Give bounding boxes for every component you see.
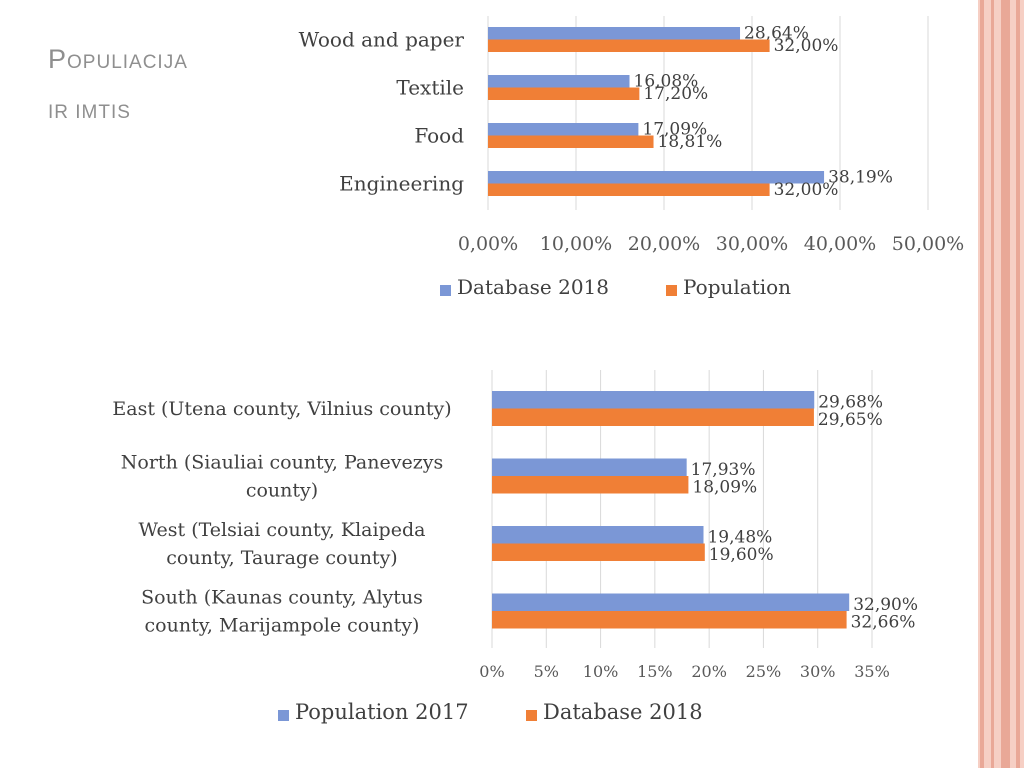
region-x-tick-label: 25% — [746, 662, 782, 681]
region-bar-series2 — [492, 408, 814, 426]
industry-bar-series1 — [488, 171, 825, 184]
industry-data-label: 38,19% — [828, 168, 893, 188]
region-legend-label: Population 2017 — [295, 700, 469, 724]
region-category-label: East (Utena county, Vilnius county) — [112, 398, 451, 420]
industry-data-label: 28,64% — [744, 24, 809, 44]
region-data-label: 32,90% — [853, 595, 918, 615]
region-category-label: West (Telsiai county, Klaipeda — [139, 519, 426, 541]
industry-x-tick-label: 30,00% — [716, 233, 788, 255]
industry-bar-series2 — [488, 39, 770, 52]
region-legend-swatch — [278, 710, 289, 721]
region-data-label: 29,68% — [818, 393, 883, 413]
industry-bar-series1 — [488, 27, 741, 40]
industry-legend-label: Population — [683, 275, 791, 299]
region-category-label: South (Kaunas county, Alytus — [141, 587, 423, 609]
region-category-label: county) — [246, 480, 318, 502]
industry-legend-swatch — [666, 285, 677, 296]
region-category-label: county, Taurage county) — [166, 547, 397, 569]
region-data-label: 17,93% — [691, 460, 756, 480]
region-bar-series1 — [492, 526, 704, 544]
region-category-label: North (Siauliai county, Panevezys — [121, 452, 443, 474]
region-legend-label: Database 2018 — [543, 700, 703, 724]
industry-bar-series1 — [488, 123, 639, 136]
industry-legend-label: Database 2018 — [457, 275, 609, 299]
industry-bar-series1 — [488, 75, 630, 88]
industry-category-label: Textile — [396, 76, 464, 100]
industry-data-label: 17,09% — [642, 120, 707, 140]
industry-legend-swatch — [440, 285, 451, 296]
industry-x-tick-label: 40,00% — [804, 233, 876, 255]
industry-x-tick-label: 0,00% — [458, 233, 518, 255]
region-x-tick-label: 20% — [691, 662, 727, 681]
industry-bar-series2 — [488, 87, 640, 100]
industry-data-label: 18,81% — [658, 132, 723, 152]
industry-data-label: 17,20% — [643, 84, 708, 104]
industry-bar-series2 — [488, 135, 654, 148]
region-category-label: county, Marijampole county) — [145, 615, 420, 637]
region-x-tick-label: 35% — [854, 662, 890, 681]
region-x-tick-label: 10% — [583, 662, 619, 681]
industry-category-label: Wood and paper — [299, 28, 465, 52]
region-x-tick-label: 30% — [800, 662, 836, 681]
industry-x-tick-label: 50,00% — [892, 233, 964, 255]
region-data-label: 29,65% — [818, 410, 883, 430]
region-x-tick-label: 5% — [534, 662, 559, 681]
region-data-label: 19,60% — [709, 545, 774, 565]
slide-title-line1: OPULIACIJA — [67, 52, 188, 73]
region-bar-series1 — [492, 391, 815, 409]
region-data-label: 32,66% — [851, 613, 916, 633]
region-legend-swatch — [526, 710, 537, 721]
region-bar-series2 — [492, 543, 705, 561]
industry-x-tick-label: 20,00% — [628, 233, 700, 255]
industry-category-label: Engineering — [339, 172, 464, 196]
industry-data-label: 32,00% — [774, 180, 839, 200]
industry-bar-series2 — [488, 183, 770, 196]
region-data-label: 19,48% — [707, 528, 772, 548]
slide-title-line2: IR IMTIS — [48, 102, 131, 123]
region-bar-series2 — [492, 611, 847, 629]
region-bar-series2 — [492, 476, 689, 494]
industry-x-tick-label: 10,00% — [540, 233, 612, 255]
industry-data-label: 32,00% — [774, 36, 839, 56]
region-data-label: 18,09% — [692, 478, 757, 498]
slide-title: POPULIACIJA IR IMTIS — [48, 34, 188, 138]
industry-category-label: Food — [414, 124, 464, 148]
industry-data-label: 16,08% — [634, 72, 699, 92]
region-bar-series1 — [492, 593, 850, 611]
region-bar-series1 — [492, 458, 687, 476]
region-x-tick-label: 0% — [479, 662, 504, 681]
slide-title-initial: P — [48, 44, 68, 74]
region-x-tick-label: 15% — [637, 662, 673, 681]
